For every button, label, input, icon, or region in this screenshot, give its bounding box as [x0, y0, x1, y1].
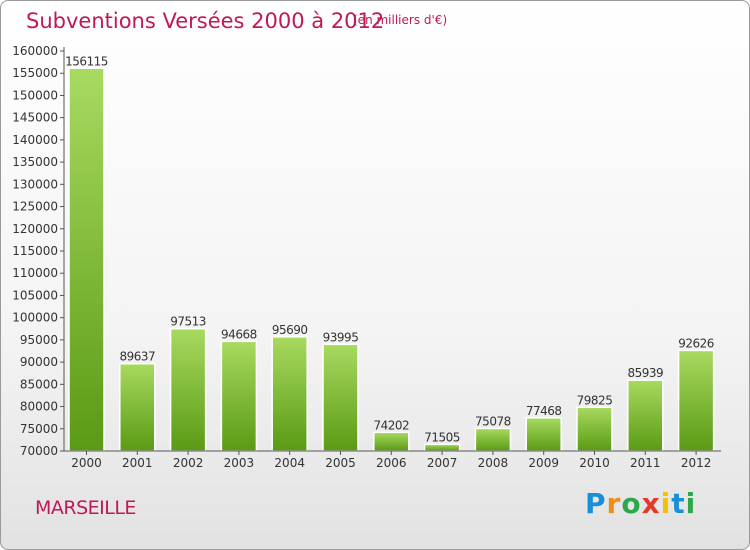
x-tick-label: 2000: [71, 456, 102, 470]
y-tick-label: 110000: [12, 266, 58, 280]
bar-2008: [474, 427, 512, 452]
y-tick-label: 85000: [20, 377, 58, 391]
y-tick-label: 135000: [12, 155, 58, 169]
bar-2001: [119, 362, 156, 452]
bar-2010: [576, 406, 613, 452]
logo-letter: i: [660, 487, 672, 520]
y-tick-label: 105000: [12, 288, 58, 302]
y-tick-label: 140000: [12, 133, 58, 147]
x-tick-label: 2007: [427, 456, 458, 470]
x-tick-label: 2001: [122, 456, 153, 470]
y-tick-label: 80000: [20, 400, 58, 414]
bar-2005: [322, 343, 359, 452]
bars-group: 156115 89637 97513 94668 95690 93995 74202 7150…: [65, 54, 715, 452]
city-label: MARSEILLE: [35, 497, 136, 519]
bar-value-label: 77468: [526, 404, 562, 418]
logo-letter: o: [621, 487, 642, 520]
bar-2002: [169, 327, 207, 452]
logo-letter: t: [671, 487, 686, 520]
bar-value-label: 75078: [475, 414, 511, 428]
bar-2000: [68, 67, 105, 452]
x-tick-label: 2012: [681, 456, 712, 470]
y-tick-label: 130000: [12, 177, 58, 191]
bar-value-label: 97513: [170, 315, 206, 329]
chart-unit-label: (en milliers d'€): [353, 13, 448, 27]
x-tick-label: 2010: [579, 456, 610, 470]
y-tick-label: 145000: [12, 111, 58, 125]
x-tick-label: 2004: [274, 456, 305, 470]
y-tick-label: 120000: [12, 222, 58, 236]
y-tick-label: 115000: [12, 244, 58, 258]
bar-2012: [677, 349, 715, 452]
x-tick-label: 2008: [478, 456, 509, 470]
logo-letter: x: [641, 487, 661, 520]
logo-letter: i: [685, 487, 697, 520]
y-tick-label: 95000: [20, 333, 58, 347]
bar-2007: [423, 443, 461, 452]
bar-value-label: 93995: [323, 330, 359, 344]
logo-letter: P: [585, 487, 607, 520]
bar-2011: [627, 379, 664, 452]
bar-value-label: 71505: [424, 430, 460, 444]
bar-value-label: 74202: [373, 418, 409, 432]
y-tick-label: 90000: [20, 355, 58, 369]
y-tick-label: 150000: [12, 88, 58, 102]
x-tick-label: 2011: [630, 456, 661, 470]
bar-2004: [271, 336, 308, 452]
y-tick-label: 125000: [12, 200, 58, 214]
y-tick-label: 160000: [12, 44, 58, 58]
bar-value-label: 85939: [627, 366, 663, 380]
bar-2003: [220, 340, 258, 452]
bar-value-label: 92626: [678, 336, 714, 350]
x-tick-label: 2005: [325, 456, 356, 470]
x-tick-label: 2003: [224, 456, 255, 470]
x-tick-label: 2009: [528, 456, 559, 470]
y-tick-label: 75000: [20, 422, 58, 436]
y-tick-label: 155000: [12, 66, 58, 80]
bar-2006: [373, 431, 410, 452]
bar-2009: [525, 417, 562, 452]
bar-value-label: 79825: [577, 393, 613, 407]
x-tick-label: 2002: [173, 456, 204, 470]
proxiti-logo[interactable]: Proxiti: [585, 487, 696, 520]
bar-value-label: 95690: [272, 323, 308, 337]
x-tick-label: 2006: [376, 456, 407, 470]
bar-value-label: 89637: [119, 350, 155, 364]
y-tick-label: 70000: [20, 444, 58, 458]
x-axis: 2000 2001 2002 2003 2004 2005 2006 2007 2008 2009…: [64, 450, 721, 470]
logo-letter: r: [606, 487, 622, 520]
chart-title: Subventions Versées 2000 à 2012: [26, 9, 385, 33]
y-tick-label: 100000: [12, 311, 58, 325]
bar-value-label: 156115: [65, 54, 108, 68]
y-axis: 70000 75000 80000 85000 90000 95000 100000 1050…: [12, 44, 65, 458]
bar-value-label: 94668: [221, 327, 257, 341]
